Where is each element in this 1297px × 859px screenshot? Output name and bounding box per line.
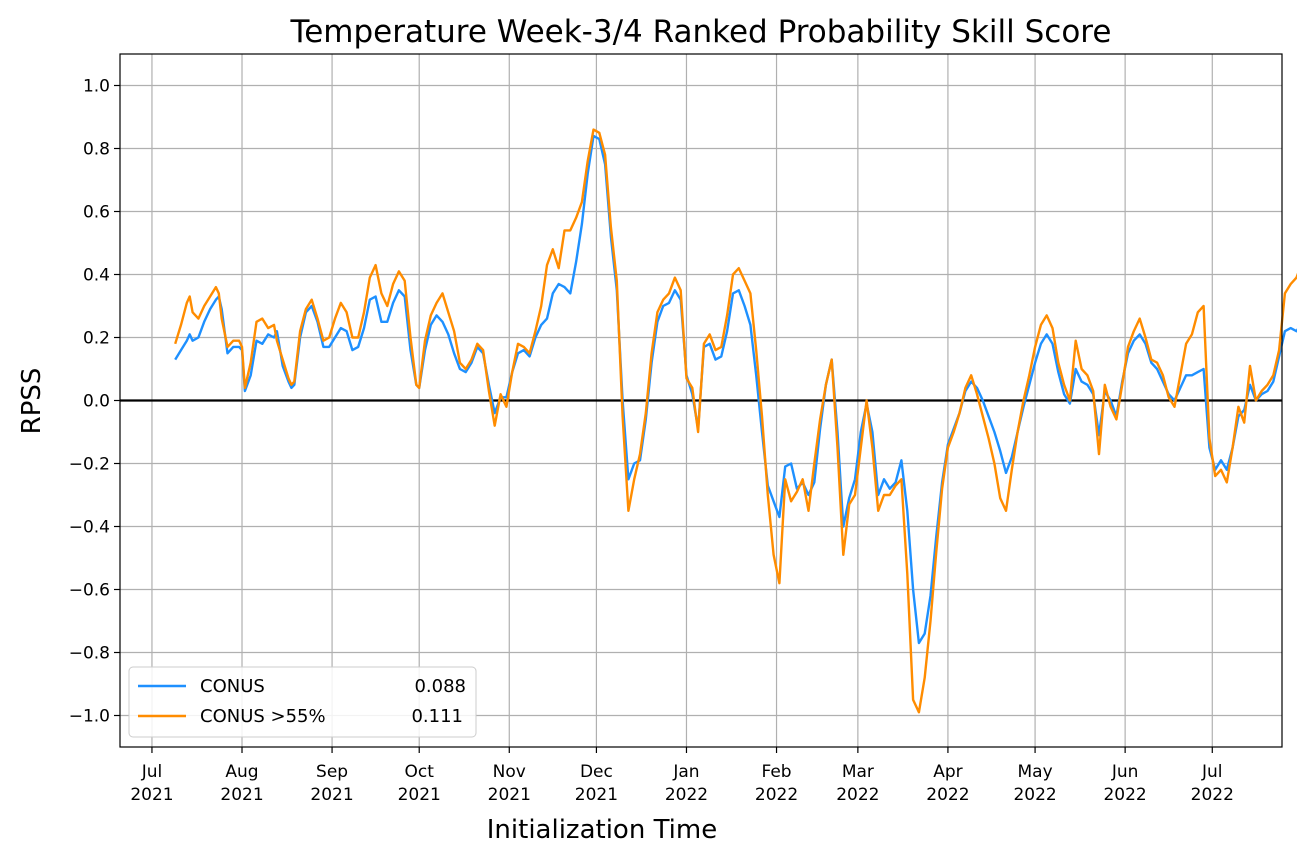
y-axis-ticks: −1.0 −0.8 −0.6 −0.4 −0.2 0.0 0.2 0.4 0.6 0.8 1.0	[69, 77, 120, 727]
legend-value-conus-55: 0.111	[411, 706, 463, 727]
series-layer	[174, 128, 1297, 714]
x-axis-label: Initialization Time	[487, 815, 717, 845]
legend: CONUS 0.088 CONUS >55% 0.111	[128, 666, 477, 738]
x-tick-label-year: 2021	[310, 785, 353, 805]
y-tick-label: 0.0	[83, 392, 110, 412]
y-tick-label: −0.8	[69, 644, 110, 664]
x-tick-label-year: 2022	[755, 785, 798, 805]
x-tick-label-year: 2021	[398, 785, 441, 805]
y-tick-label: 0.8	[83, 140, 110, 160]
x-tick-label-year: 2022	[665, 785, 708, 805]
x-axis-ticks: Jul 2021 Aug 2021 Sep 2021 Oct 2021 Nov 2021 Dec 20…	[130, 747, 1234, 805]
series-line-conus-55	[174, 128, 1297, 714]
x-tick-label-year: 2022	[836, 785, 879, 805]
x-tick-label-year: 2022	[1191, 785, 1234, 805]
x-tick-label-year: 2021	[220, 785, 263, 805]
x-tick-label: Mar	[842, 762, 874, 782]
x-tick-label-year: 2021	[575, 785, 618, 805]
x-tick-label: May	[1017, 762, 1052, 782]
x-tick-label: Feb	[761, 762, 791, 782]
x-tick-label: Aug	[225, 762, 258, 782]
legend-label-conus: CONUS	[200, 676, 265, 697]
x-tick-label: Jul	[1201, 762, 1223, 782]
x-tick-label-year: 2021	[130, 785, 173, 805]
x-tick-label-year: 2022	[926, 785, 969, 805]
x-tick-label-year: 2022	[1103, 785, 1146, 805]
y-tick-label: −0.6	[69, 581, 110, 601]
y-tick-label: −0.4	[69, 518, 110, 538]
x-tick-label-year: 2022	[1013, 785, 1056, 805]
y-tick-label: 0.6	[83, 203, 110, 223]
x-tick-label-year: 2021	[488, 785, 531, 805]
x-tick-label: Apr	[933, 762, 962, 782]
legend-value-conus: 0.088	[414, 676, 466, 697]
y-tick-label: 1.0	[83, 77, 110, 97]
series-line-conus	[174, 134, 1297, 645]
y-axis-label: RPSS	[17, 368, 47, 435]
x-tick-label: Jul	[141, 762, 163, 782]
y-tick-label: −1.0	[69, 707, 110, 727]
legend-label-conus-55: CONUS >55%	[200, 706, 326, 727]
legend-box	[128, 666, 477, 738]
y-tick-label: 0.4	[83, 266, 110, 286]
y-tick-label: 0.2	[83, 329, 110, 349]
y-tick-label: −0.2	[69, 455, 110, 475]
x-tick-label: Nov	[493, 762, 526, 782]
x-tick-label: Dec	[580, 762, 613, 782]
x-tick-label: Jun	[1111, 762, 1139, 782]
x-tick-label: Sep	[316, 762, 348, 782]
x-tick-label: Oct	[405, 762, 435, 782]
chart-title: Temperature Week-3/4 Ranked Probability …	[290, 14, 1112, 50]
x-tick-label: Jan	[672, 762, 699, 782]
